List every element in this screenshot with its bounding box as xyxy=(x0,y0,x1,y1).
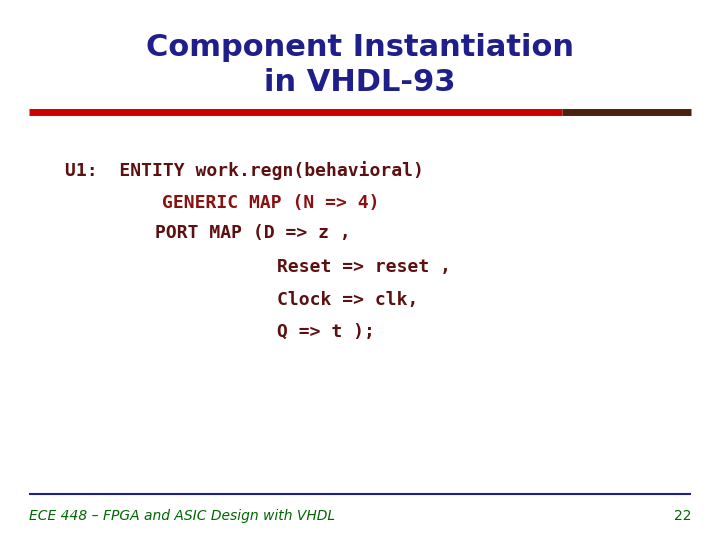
Text: 22: 22 xyxy=(674,509,691,523)
Text: Q => t );: Q => t ); xyxy=(277,323,375,341)
Text: Reset => reset ,: Reset => reset , xyxy=(277,258,451,276)
Text: PORT MAP (D => z ,: PORT MAP (D => z , xyxy=(155,224,351,242)
Text: ECE 448 – FPGA and ASIC Design with VHDL: ECE 448 – FPGA and ASIC Design with VHDL xyxy=(29,509,335,523)
Text: U1:  ENTITY work.regn(behavioral): U1: ENTITY work.regn(behavioral) xyxy=(65,160,423,180)
Text: GENERIC MAP (N => 4): GENERIC MAP (N => 4) xyxy=(162,193,379,212)
Text: Component Instantiation
in VHDL-93: Component Instantiation in VHDL-93 xyxy=(146,33,574,97)
Text: Clock => clk,: Clock => clk, xyxy=(277,291,418,309)
